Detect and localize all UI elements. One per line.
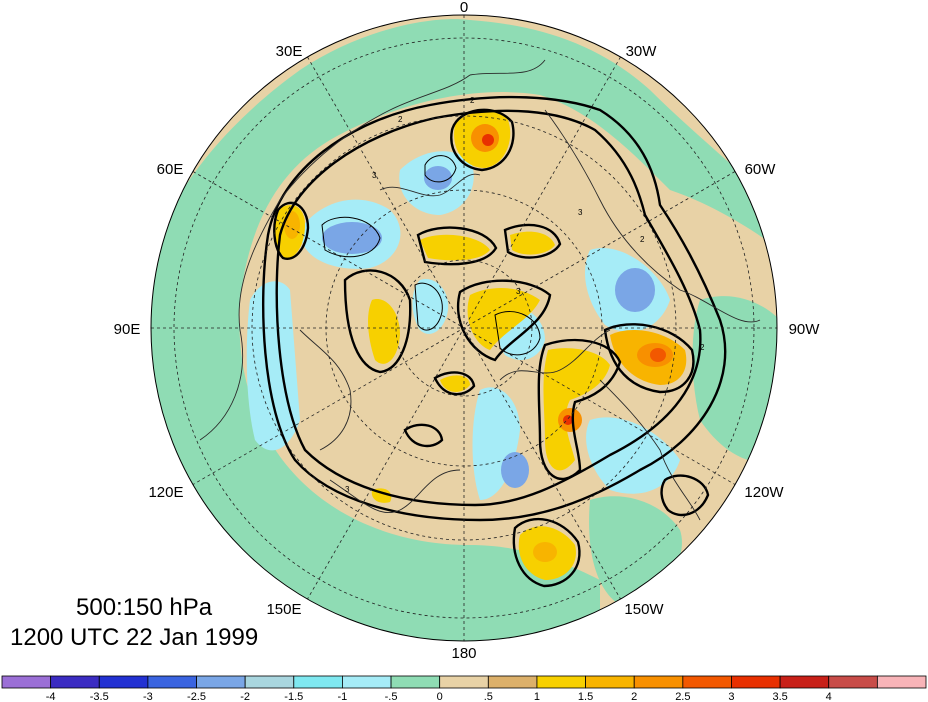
title-valid-time: 1200 UTC 22 Jan 1999 xyxy=(10,624,259,651)
contour-label: 2 xyxy=(640,235,645,244)
green-region xyxy=(692,296,777,463)
red-core xyxy=(650,348,666,362)
contour-label: 2 xyxy=(470,96,475,105)
colorbar-swatch xyxy=(876,675,927,689)
contour-label: 3 xyxy=(516,287,521,296)
orange-core xyxy=(533,542,557,562)
lon-label-0: 0 xyxy=(460,0,468,16)
red-core xyxy=(482,134,494,146)
red-core xyxy=(563,415,573,425)
colorbar-label: -1.5 xyxy=(284,691,303,702)
lon-label-90e: 90E xyxy=(114,321,141,338)
lon-label-180: 180 xyxy=(451,645,476,662)
colorbar-label: 2 xyxy=(631,691,637,702)
graticule xyxy=(151,15,777,641)
lon-label-120e: 120E xyxy=(148,484,183,501)
contour-label: 2 xyxy=(398,115,403,124)
colorbar-label: -2.5 xyxy=(187,691,206,702)
contour-label: 3 xyxy=(372,171,377,180)
colorbar-swatch xyxy=(244,675,295,689)
lon-label-150e: 150E xyxy=(266,601,301,618)
lon-label-30w: 30W xyxy=(626,43,658,60)
green-region xyxy=(151,19,777,641)
colorbar-label: 3.5 xyxy=(772,691,787,702)
colorbar-swatch xyxy=(196,675,246,689)
blue-core xyxy=(501,452,529,488)
colorbar-label: 3 xyxy=(728,691,734,702)
colorbar-label: 2.5 xyxy=(675,691,690,702)
contour-lines xyxy=(261,95,727,588)
map-boundary xyxy=(150,14,778,642)
colorbar-label: -3 xyxy=(143,691,153,702)
colorbar-label: .5 xyxy=(484,691,493,702)
colorbar-label: 1 xyxy=(534,691,540,702)
lon-label-30e: 30E xyxy=(276,43,303,60)
lon-label-60w: 60W xyxy=(745,161,777,178)
thin-contour-lines xyxy=(321,155,541,356)
colorbar-swatch xyxy=(633,675,684,689)
colorbar-label: 1.5 xyxy=(578,691,593,702)
title-pressure-levels: 500:150 hPa xyxy=(76,594,213,621)
yellow-region xyxy=(440,375,470,392)
yellow-region xyxy=(368,299,400,364)
contour-label: 2 xyxy=(700,343,705,352)
coastlines xyxy=(199,59,761,521)
lon-label-120w: 120W xyxy=(744,484,784,501)
blue-core xyxy=(424,166,452,190)
orange-core xyxy=(284,211,300,239)
longitude-labels: 0 30E 30W 60E 60W 90E 90W 120E 120W 150E… xyxy=(114,0,821,662)
colorbar-swatch xyxy=(390,675,441,689)
colorbar-label: -2 xyxy=(240,691,250,702)
colorbar-swatch xyxy=(50,675,100,689)
colorbar-swatch xyxy=(536,675,586,689)
colorbar-swatch xyxy=(342,675,392,689)
colorbar-swatch xyxy=(487,675,538,689)
lon-label-90w: 90W xyxy=(789,321,821,338)
colorbar-label: 0 xyxy=(437,691,443,702)
colorbar-label: -.5 xyxy=(385,691,398,702)
colorbar-swatch xyxy=(1,675,52,689)
colorbar-swatch xyxy=(731,675,781,689)
colorbar-swatch xyxy=(293,675,343,689)
contour-label: 3 xyxy=(345,485,350,494)
colorbar-swatch xyxy=(779,675,830,689)
lon-label-150w: 150W xyxy=(624,601,664,618)
lon-label-60e: 60E xyxy=(157,161,184,178)
colorbar: -4 -3.5 -3 -2.5 -2 -1.5 -1 -.5 0 .5 1 1.5 2 2.5 3 3.5 4 xyxy=(1,675,927,702)
yellow-region xyxy=(420,234,490,261)
colorbar-label: -3.5 xyxy=(90,691,109,702)
colorbar-swatch xyxy=(439,675,489,689)
cyan-region xyxy=(246,281,300,451)
contour-labels: 2 2 2 3 3 3 2 3 xyxy=(345,96,705,494)
shaded-field: 2 2 2 3 3 3 2 3 xyxy=(151,15,777,641)
yellow-region xyxy=(467,288,540,350)
colorbar-swatch xyxy=(585,675,635,689)
cyan-region xyxy=(586,417,680,494)
blue-core xyxy=(615,268,655,312)
contour-label: 3 xyxy=(578,208,583,217)
colorbar-swatch xyxy=(682,675,732,689)
colorbar-label: 4 xyxy=(826,691,832,702)
yellow-region xyxy=(510,231,555,255)
colorbar-label: -1 xyxy=(338,691,348,702)
colorbar-label: -4 xyxy=(46,691,56,702)
colorbar-swatch xyxy=(147,675,197,689)
colorbar-swatch xyxy=(828,675,878,689)
yellow-region xyxy=(543,348,610,471)
colorbar-swatch xyxy=(98,675,149,689)
